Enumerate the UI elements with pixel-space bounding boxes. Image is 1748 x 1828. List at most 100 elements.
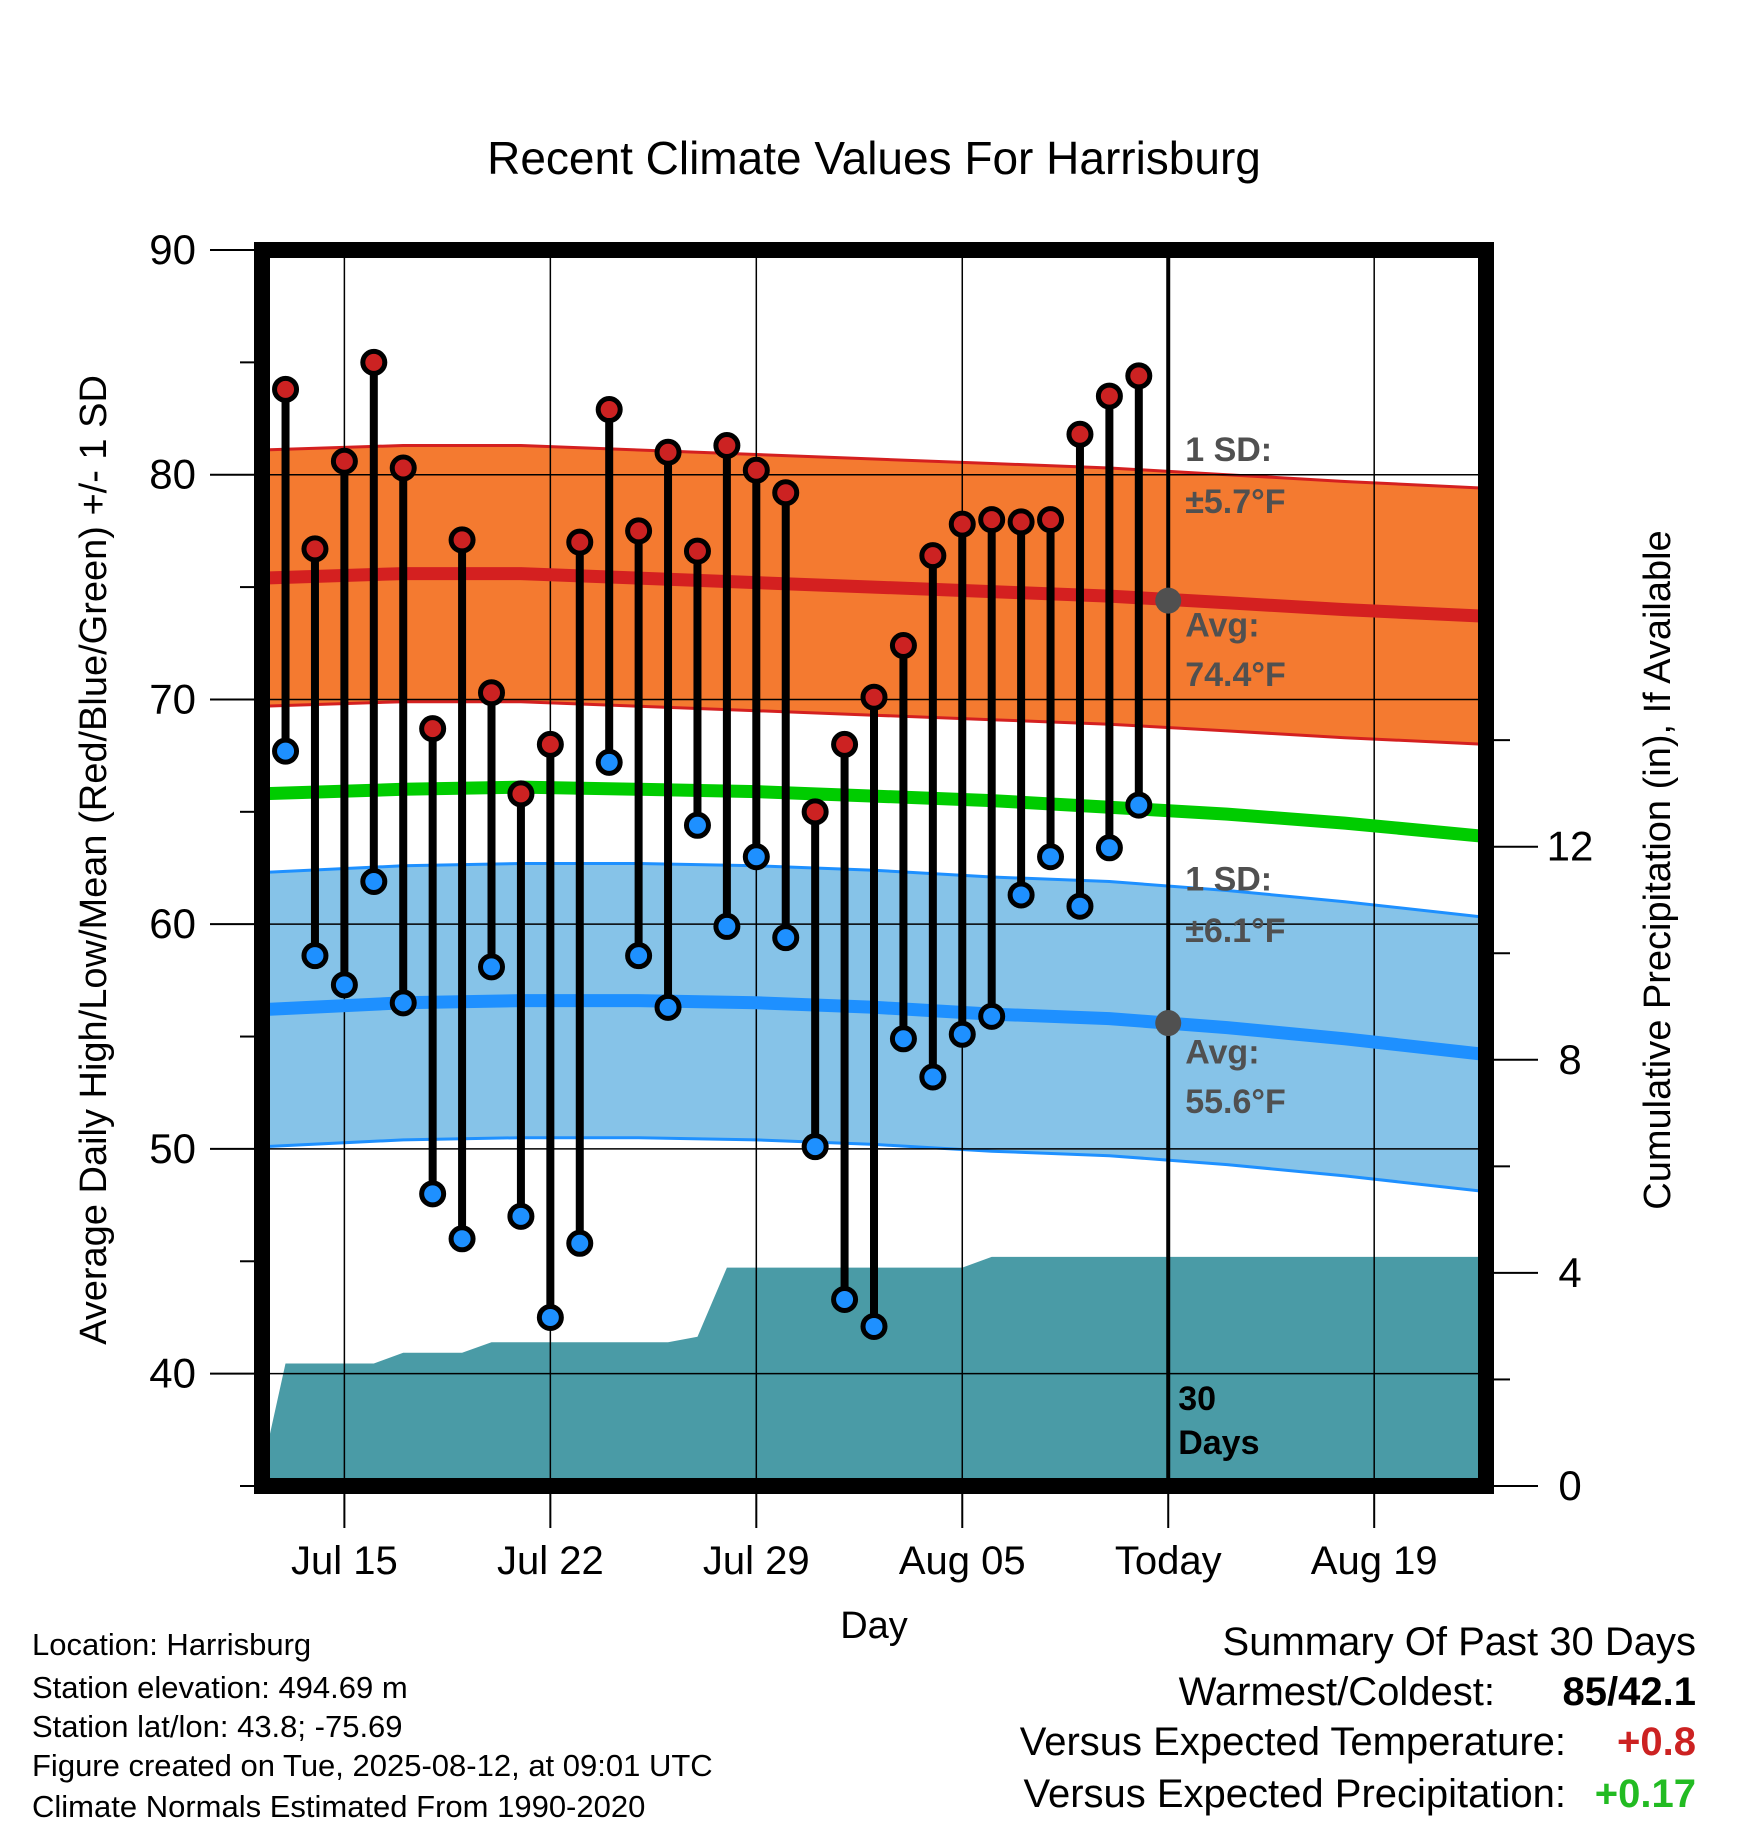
summary-temp-label: Versus Expected Temperature: bbox=[1019, 1720, 1566, 1764]
x-tick-label: Today bbox=[1115, 1539, 1222, 1583]
low-point bbox=[448, 1225, 476, 1253]
high-point bbox=[272, 375, 300, 403]
low-point bbox=[595, 748, 623, 776]
high-point bbox=[860, 683, 888, 711]
chart-title: Recent Climate Values For Harrisburg bbox=[487, 132, 1261, 184]
y2-tick-label: 8 bbox=[1558, 1036, 1581, 1083]
low-point bbox=[419, 1180, 447, 1208]
high-point bbox=[389, 454, 417, 482]
x-tick-label: Jul 22 bbox=[497, 1539, 604, 1583]
low-point bbox=[1037, 843, 1065, 871]
low-point bbox=[625, 942, 653, 970]
high-point bbox=[654, 438, 682, 466]
high-point bbox=[713, 432, 741, 460]
summary-title: Summary Of Past 30 Days bbox=[1222, 1620, 1696, 1664]
high-point bbox=[595, 396, 623, 424]
high-avg-value: 74.4°F bbox=[1185, 656, 1286, 694]
y2-tick-label: 12 bbox=[1547, 823, 1594, 870]
high-point bbox=[507, 780, 535, 808]
today-avg-high-marker bbox=[1155, 587, 1182, 614]
high-avg-label: Avg: bbox=[1185, 607, 1259, 645]
y-tick-label: 90 bbox=[149, 226, 196, 273]
low-point bbox=[919, 1063, 947, 1091]
high-point bbox=[919, 542, 947, 570]
low-point bbox=[272, 737, 300, 765]
low-point bbox=[978, 1002, 1006, 1030]
y-axis-label: Average Daily High/Low/Mean (Red/Blue/Gr… bbox=[73, 375, 115, 1345]
low-point bbox=[860, 1312, 888, 1340]
high-point bbox=[742, 456, 770, 484]
high-point bbox=[772, 479, 800, 507]
low-point bbox=[360, 867, 388, 895]
low-point bbox=[742, 843, 770, 871]
low-point bbox=[772, 924, 800, 952]
summary-warm-cold-label: Warmest/Coldest: bbox=[1178, 1670, 1495, 1714]
low-point bbox=[389, 989, 417, 1017]
high-point bbox=[831, 730, 859, 758]
today-avg-low-marker bbox=[1155, 1010, 1182, 1037]
low-point bbox=[1125, 791, 1153, 819]
plot-clip-group: 1 SD: ±5.7°F Avg: 74.4°F 1 SD: ±6.1°F Avg: 55.6… bbox=[262, 250, 1486, 1486]
cumulative-precip-area bbox=[262, 1256, 1486, 1486]
info-created: Figure created on Tue, 2025-08-12, at 09… bbox=[32, 1748, 713, 1783]
high-point bbox=[448, 526, 476, 554]
y-tick-label: 80 bbox=[149, 451, 196, 498]
low-point bbox=[507, 1202, 535, 1230]
x-tick-label: Jul 29 bbox=[703, 1539, 810, 1583]
high-point bbox=[1095, 382, 1123, 410]
low-sd-label: 1 SD: bbox=[1185, 860, 1272, 898]
y-axis: 40 50 60 70 80 90 bbox=[149, 226, 254, 1487]
low-point bbox=[566, 1229, 594, 1257]
high-point bbox=[419, 715, 447, 743]
y-tick-label: 70 bbox=[149, 675, 196, 722]
info-latlon: Station lat/lon: 43.8; -75.69 bbox=[32, 1709, 403, 1744]
x-tick-label: Jul 15 bbox=[291, 1539, 398, 1583]
summary-precip-value: +0.17 bbox=[1594, 1772, 1696, 1816]
low-point bbox=[889, 1025, 917, 1053]
high-point bbox=[978, 506, 1006, 534]
high-point bbox=[536, 730, 564, 758]
low-point bbox=[831, 1285, 859, 1313]
high-band-upper-edge bbox=[262, 444, 1486, 490]
low-point bbox=[1066, 892, 1094, 920]
low-point bbox=[948, 1020, 976, 1048]
y2-tick-label: 4 bbox=[1558, 1249, 1581, 1296]
plot-frame bbox=[254, 242, 1494, 1494]
high-point bbox=[801, 798, 829, 826]
info-normals: Climate Normals Estimated From 1990-2020 bbox=[32, 1789, 646, 1824]
y2-axis: 0 4 8 12 bbox=[1494, 739, 1594, 1509]
low-point bbox=[478, 953, 505, 981]
high-point bbox=[683, 537, 711, 565]
low-point bbox=[536, 1303, 564, 1331]
high-point bbox=[889, 632, 917, 660]
y2-tick-label: 0 bbox=[1558, 1462, 1581, 1509]
high-sd-band bbox=[262, 445, 1486, 745]
low-point bbox=[654, 993, 682, 1021]
y2-axis-label: Cumulative Precipitation (in), If Availa… bbox=[1637, 530, 1679, 1209]
period-label-unit: Days bbox=[1178, 1424, 1259, 1462]
high-point bbox=[1037, 506, 1065, 534]
summary-precip-label: Versus Expected Precipitation: bbox=[1023, 1772, 1566, 1816]
high-point bbox=[478, 679, 505, 707]
low-point bbox=[1095, 834, 1123, 862]
low-point bbox=[330, 971, 358, 999]
high-point bbox=[1007, 508, 1035, 536]
x-tick-label: Aug 19 bbox=[1311, 1539, 1438, 1583]
normal-high-line bbox=[262, 567, 1486, 623]
low-avg-label: Avg: bbox=[1185, 1034, 1259, 1072]
high-point bbox=[948, 510, 976, 538]
low-point bbox=[301, 942, 329, 970]
summary-temp-value: +0.8 bbox=[1617, 1720, 1696, 1764]
high-sd-label: 1 SD: bbox=[1185, 431, 1272, 469]
low-point bbox=[683, 811, 711, 839]
y-tick-label: 50 bbox=[149, 1125, 196, 1172]
high-point bbox=[1125, 362, 1153, 390]
plot-area: 1 SD: ±5.7°F Avg: 74.4°F 1 SD: ±6.1°F Avg: 55.6… bbox=[254, 242, 1494, 1494]
high-sd-value: ±5.7°F bbox=[1185, 483, 1285, 521]
period-label-number: 30 bbox=[1178, 1380, 1216, 1418]
low-point bbox=[1007, 881, 1035, 909]
high-point bbox=[566, 528, 594, 556]
low-avg-value: 55.6°F bbox=[1185, 1083, 1286, 1121]
high-point bbox=[330, 447, 358, 475]
